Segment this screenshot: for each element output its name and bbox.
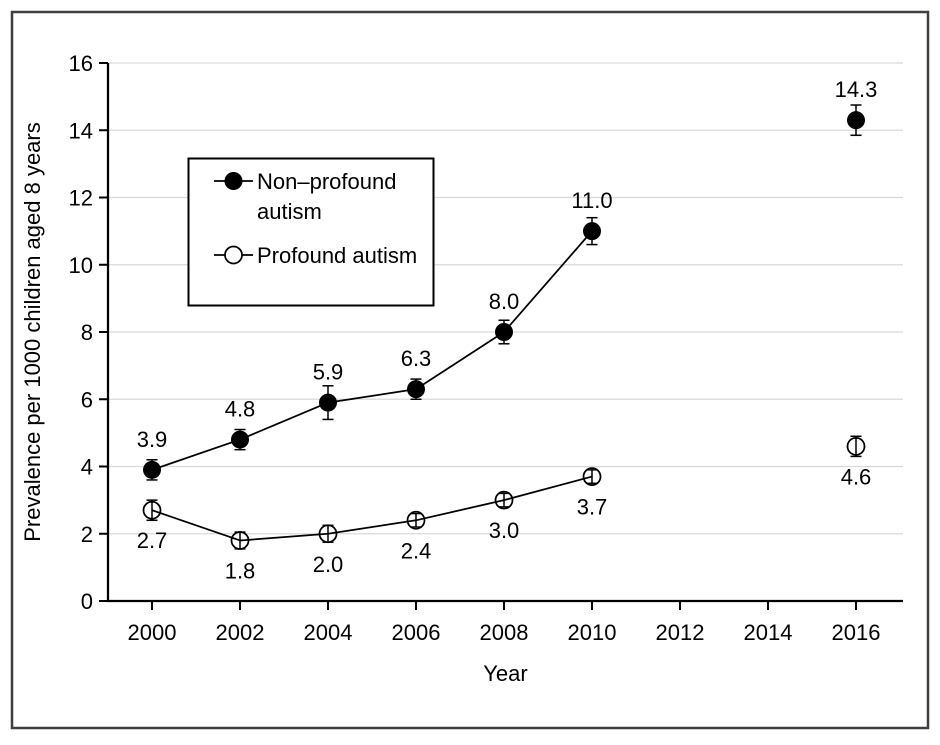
open-circle-marker <box>406 510 426 530</box>
y-tick-label: 12 <box>69 186 93 211</box>
filled-circle-marker <box>495 323 513 341</box>
data-label: 8.0 <box>489 289 520 314</box>
x-axis-title: Year <box>483 661 527 686</box>
filled-circle-marker <box>583 222 601 241</box>
legend-open-circle-marker <box>224 245 243 265</box>
open-circle-marker <box>142 500 162 520</box>
data-label: 3.7 <box>577 495 608 520</box>
series-line <box>503 230 593 333</box>
series-line <box>503 475 593 501</box>
data-label: 4.8 <box>225 397 256 422</box>
legend-label: autism <box>257 199 322 224</box>
data-label: 4.6 <box>841 464 872 489</box>
data-label: 5.9 <box>313 360 344 385</box>
legend-filled-circle-marker <box>224 172 243 190</box>
x-tick-label: 2004 <box>304 620 353 645</box>
open-circle-marker <box>230 531 250 550</box>
series-line <box>415 331 505 390</box>
x-tick-label: 2000 <box>128 620 177 645</box>
y-tick-label: 0 <box>81 589 93 614</box>
filled-circle-marker <box>143 460 161 479</box>
series-line <box>151 509 241 542</box>
data-label: 2.0 <box>313 552 344 577</box>
data-label: 2.7 <box>137 528 168 553</box>
series-line <box>327 388 417 404</box>
x-tick-label: 2012 <box>656 620 705 645</box>
figure-border <box>10 10 930 730</box>
filled-circle-marker <box>847 111 865 130</box>
data-label: 1.8 <box>225 558 256 583</box>
data-label: 2.4 <box>401 538 432 563</box>
open-circle-marker <box>582 467 602 486</box>
open-circle-marker <box>494 490 514 510</box>
data-label: 3.0 <box>489 518 520 543</box>
x-tick-label: 2014 <box>744 620 793 645</box>
x-tick-label: 2016 <box>832 620 881 645</box>
legend-label: Profound autism <box>257 243 417 268</box>
series-line <box>327 519 417 535</box>
x-tick-label: 2006 <box>392 620 441 645</box>
y-tick-label: 4 <box>81 455 93 480</box>
series-line <box>151 438 241 471</box>
series-line <box>239 401 329 441</box>
data-label: 6.3 <box>401 346 432 371</box>
filled-circle-marker <box>319 393 337 412</box>
series-line <box>415 499 505 522</box>
series-line <box>239 532 329 542</box>
data-label: 11.0 <box>571 188 612 213</box>
open-circle-marker <box>318 524 338 544</box>
y-tick-label: 8 <box>81 320 93 345</box>
x-tick-label: 2010 <box>568 620 617 645</box>
y-tick-label: 16 <box>69 51 93 76</box>
x-tick-label: 2008 <box>480 620 529 645</box>
open-circle-marker <box>846 436 866 456</box>
data-label: 3.9 <box>137 427 168 452</box>
y-axis-title: Prevalence per 1000 children aged 8 year… <box>20 122 45 542</box>
filled-circle-marker <box>231 430 249 449</box>
filled-circle-marker <box>407 380 425 399</box>
y-tick-label: 6 <box>81 387 93 412</box>
data-label: 14.3 <box>835 77 878 102</box>
y-tick-label: 10 <box>69 253 93 278</box>
y-tick-label: 14 <box>69 118 93 143</box>
legend-label: Non–profound <box>257 169 396 194</box>
x-tick-label: 2002 <box>216 620 265 645</box>
y-tick-label: 2 <box>81 522 93 547</box>
